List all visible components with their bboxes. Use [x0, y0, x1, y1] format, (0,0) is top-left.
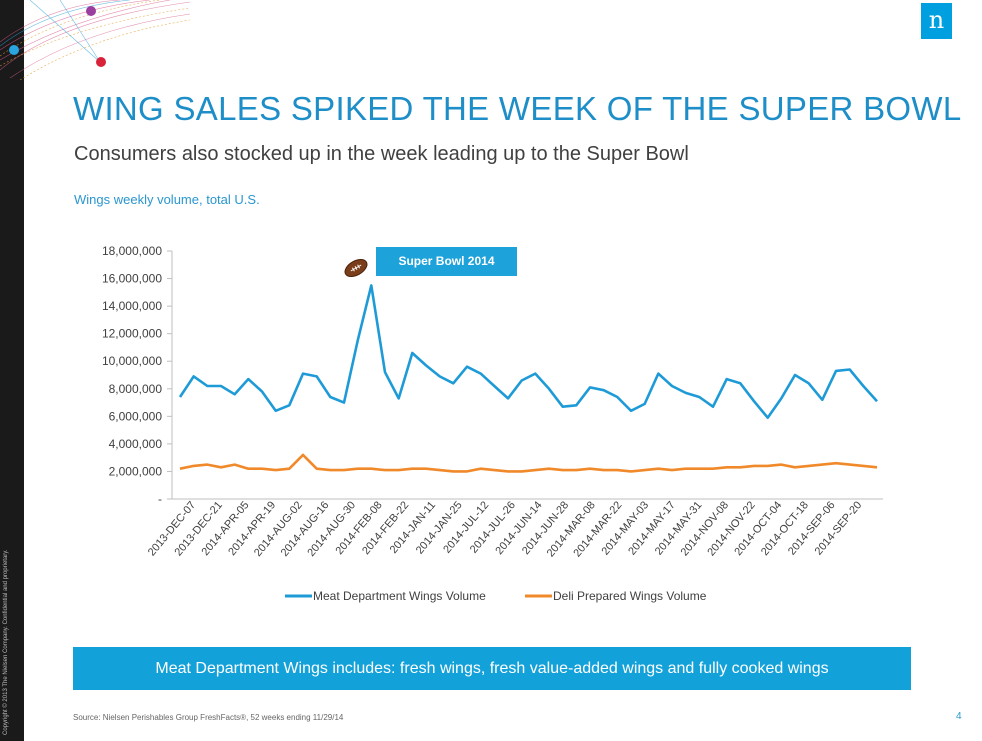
decorative-network-graphic: [0, 0, 190, 80]
y-tick-label: 6,000,000: [109, 409, 163, 423]
football-icon: [344, 258, 368, 278]
slide-title: WING SALES SPIKED THE WEEK OF THE SUPER …: [73, 90, 962, 127]
y-tick-label: 4,000,000: [109, 437, 163, 451]
super-bowl-callout: Super Bowl 2014: [376, 247, 517, 276]
y-tick-label: 8,000,000: [109, 382, 163, 396]
y-tick-label: 12,000,000: [102, 327, 162, 341]
left-sidebar-strip: Copyright © 2013 The Nielsen Company. Co…: [0, 0, 24, 741]
definition-banner: Meat Department Wings includes: fresh wi…: [73, 647, 911, 690]
legend-label: Deli Prepared Wings Volume: [553, 589, 707, 603]
y-tick-label: 10,000,000: [102, 354, 162, 368]
page-number: 4: [956, 711, 962, 722]
y-tick-label: 18,000,000: [102, 244, 162, 258]
nielsen-logo: n: [921, 3, 952, 39]
series-line-meat: [178, 284, 878, 420]
source-note: Source: Nielsen Perishables Group FreshF…: [73, 713, 344, 722]
legend-label: Meat Department Wings Volume: [313, 589, 486, 603]
chart-caption: Wings weekly volume, total U.S.: [74, 192, 260, 207]
slide-subtitle: Consumers also stocked up in the week le…: [74, 143, 689, 165]
y-tick-label: 16,000,000: [102, 272, 162, 286]
y-tick-label: -: [158, 492, 162, 506]
y-tick-label: 2,000,000: [109, 464, 163, 478]
series-line-deli: [179, 453, 878, 473]
y-tick-label: 14,000,000: [102, 299, 162, 313]
